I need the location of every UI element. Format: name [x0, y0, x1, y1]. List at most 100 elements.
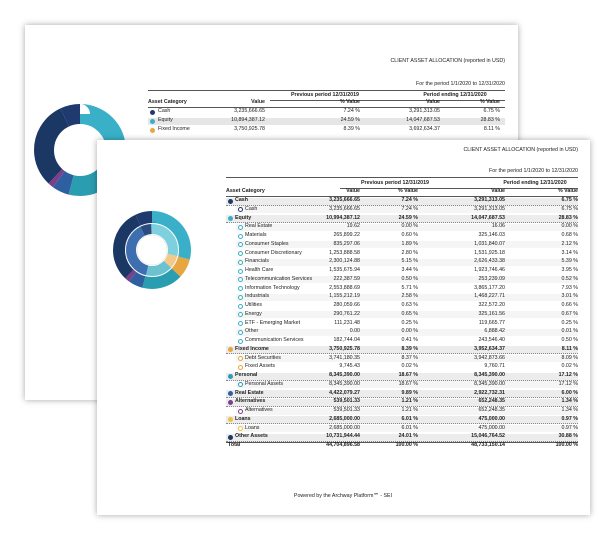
- cell: 835,297.06: [333, 240, 360, 247]
- item-name: Communication Services: [245, 337, 304, 343]
- cell: 7.24 %: [401, 197, 419, 203]
- category-name: Fixed Income: [235, 345, 269, 352]
- report-title: CLIENT ASSET ALLOCATION (reported in USD…: [463, 147, 578, 153]
- cell: 0.50 %: [561, 337, 579, 343]
- cell: 119,665.77: [478, 319, 505, 326]
- cell: 0.02 %: [561, 363, 579, 370]
- category-dot: [228, 198, 233, 204]
- cell: 0.66 %: [561, 302, 579, 308]
- group-band: [226, 390, 578, 398]
- cell: 3,235,666.65: [234, 108, 265, 114]
- row-band: [236, 276, 578, 284]
- cell: 2.58 %: [401, 293, 419, 300]
- cell: 322,572.20: [478, 302, 505, 308]
- category-dot: [228, 417, 233, 423]
- column-header: % Value: [557, 188, 578, 194]
- item-name: Health Care: [245, 267, 274, 273]
- cell: 3.44 %: [401, 267, 419, 273]
- item-name: Utilities: [245, 302, 263, 308]
- item-name: Loans: [245, 424, 260, 431]
- item-ring: [238, 408, 243, 414]
- cell: 1,531,925.18: [474, 249, 505, 256]
- cell: 539,501.33: [333, 398, 360, 405]
- period-header: Previous period 12/31/2019: [290, 92, 360, 98]
- row-band: [236, 223, 578, 231]
- cell: 222,387.59: [333, 275, 360, 282]
- item-name: Fixed Assets: [245, 363, 276, 370]
- item-ring: [238, 207, 243, 213]
- cell: 0.01 %: [561, 328, 579, 335]
- period-header: Period ending 12/31/2020: [423, 92, 487, 98]
- cell: 24.59 %: [398, 214, 418, 221]
- item-name: Materials: [245, 232, 267, 238]
- cell: 6.00 %: [561, 389, 579, 396]
- item-name: ETF - Emerging Market: [245, 319, 301, 326]
- cell: 3,692,634.37: [409, 126, 440, 132]
- donut-segment: [126, 224, 178, 276]
- cell: 10,731,944.44: [326, 433, 360, 440]
- cell: 1.34 %: [561, 407, 579, 413]
- item-ring: [238, 426, 243, 431]
- period-header: Previous period 12/31/2019: [360, 180, 430, 186]
- item-name: Information Technology: [245, 284, 300, 291]
- donut-segment: [34, 104, 126, 196]
- divider: [340, 188, 578, 189]
- category-name: Cash: [235, 197, 248, 203]
- cell: 2,300,124.88: [329, 258, 360, 265]
- cell: 1,253,888.58: [329, 249, 360, 256]
- item-ring: [238, 329, 243, 335]
- cell: 290,761.22: [333, 310, 360, 317]
- item-name: Industrials: [245, 293, 270, 300]
- item-ring: [238, 312, 243, 318]
- divider: [270, 100, 505, 101]
- category-dot: [150, 118, 155, 124]
- category-dot: [150, 127, 155, 133]
- cell: 2,922,732.31: [474, 389, 505, 396]
- group-band: [226, 398, 578, 407]
- column-header: Value: [346, 188, 360, 194]
- donut-segment: [34, 104, 126, 196]
- column-header: Value: [491, 188, 505, 194]
- cell: 24.59 %: [340, 117, 360, 123]
- cell: 2,626,433.38: [474, 258, 505, 265]
- cell: 1,468,227.71: [474, 293, 505, 300]
- cell: 15,046,764.52: [471, 433, 505, 440]
- item-name: Cash: [245, 205, 258, 212]
- category-name: Real Estate: [235, 389, 264, 396]
- item-ring: [238, 233, 243, 239]
- cell: 18.67 %: [398, 372, 418, 378]
- donut-segment: [126, 224, 178, 276]
- cell: 8.11 %: [483, 126, 500, 132]
- item-name: Debt Securities: [245, 354, 281, 361]
- item-name: Consumer Discretionary: [245, 249, 302, 256]
- group-band: [226, 346, 578, 355]
- category-dot: [228, 347, 233, 353]
- cell: 3.01 %: [561, 293, 579, 300]
- cell: 3,291,313.05: [409, 108, 440, 114]
- row-band: [148, 117, 505, 125]
- cell: 0.60 %: [401, 232, 419, 238]
- cell: 44,704,896.58: [326, 442, 360, 448]
- cell: 10,894,387.12: [231, 117, 265, 123]
- cell: 0.50 %: [401, 275, 419, 282]
- cell: 1,535,675.94: [329, 267, 360, 273]
- cell: 0.25 %: [401, 319, 419, 326]
- column-header: % Value: [339, 99, 360, 105]
- category-dot: [228, 216, 233, 221]
- cell: 3.95 %: [561, 267, 579, 273]
- group-band: [226, 372, 578, 381]
- cell: 1,923,746.46: [474, 267, 505, 273]
- cell: 28.83 %: [558, 214, 578, 221]
- cell: 7.24 %: [401, 205, 419, 212]
- cell: 48,733,150.14: [471, 442, 505, 448]
- cell: 100.00 %: [555, 442, 578, 448]
- cell: 111,231.48: [334, 319, 360, 326]
- item-ring: [238, 356, 243, 361]
- item-ring: [238, 251, 243, 256]
- cell: 3,865,177.20: [474, 284, 505, 291]
- cell: 0.97 %: [561, 415, 579, 422]
- cell: 0.00 %: [401, 328, 419, 335]
- cell: 475,000.00: [478, 415, 505, 422]
